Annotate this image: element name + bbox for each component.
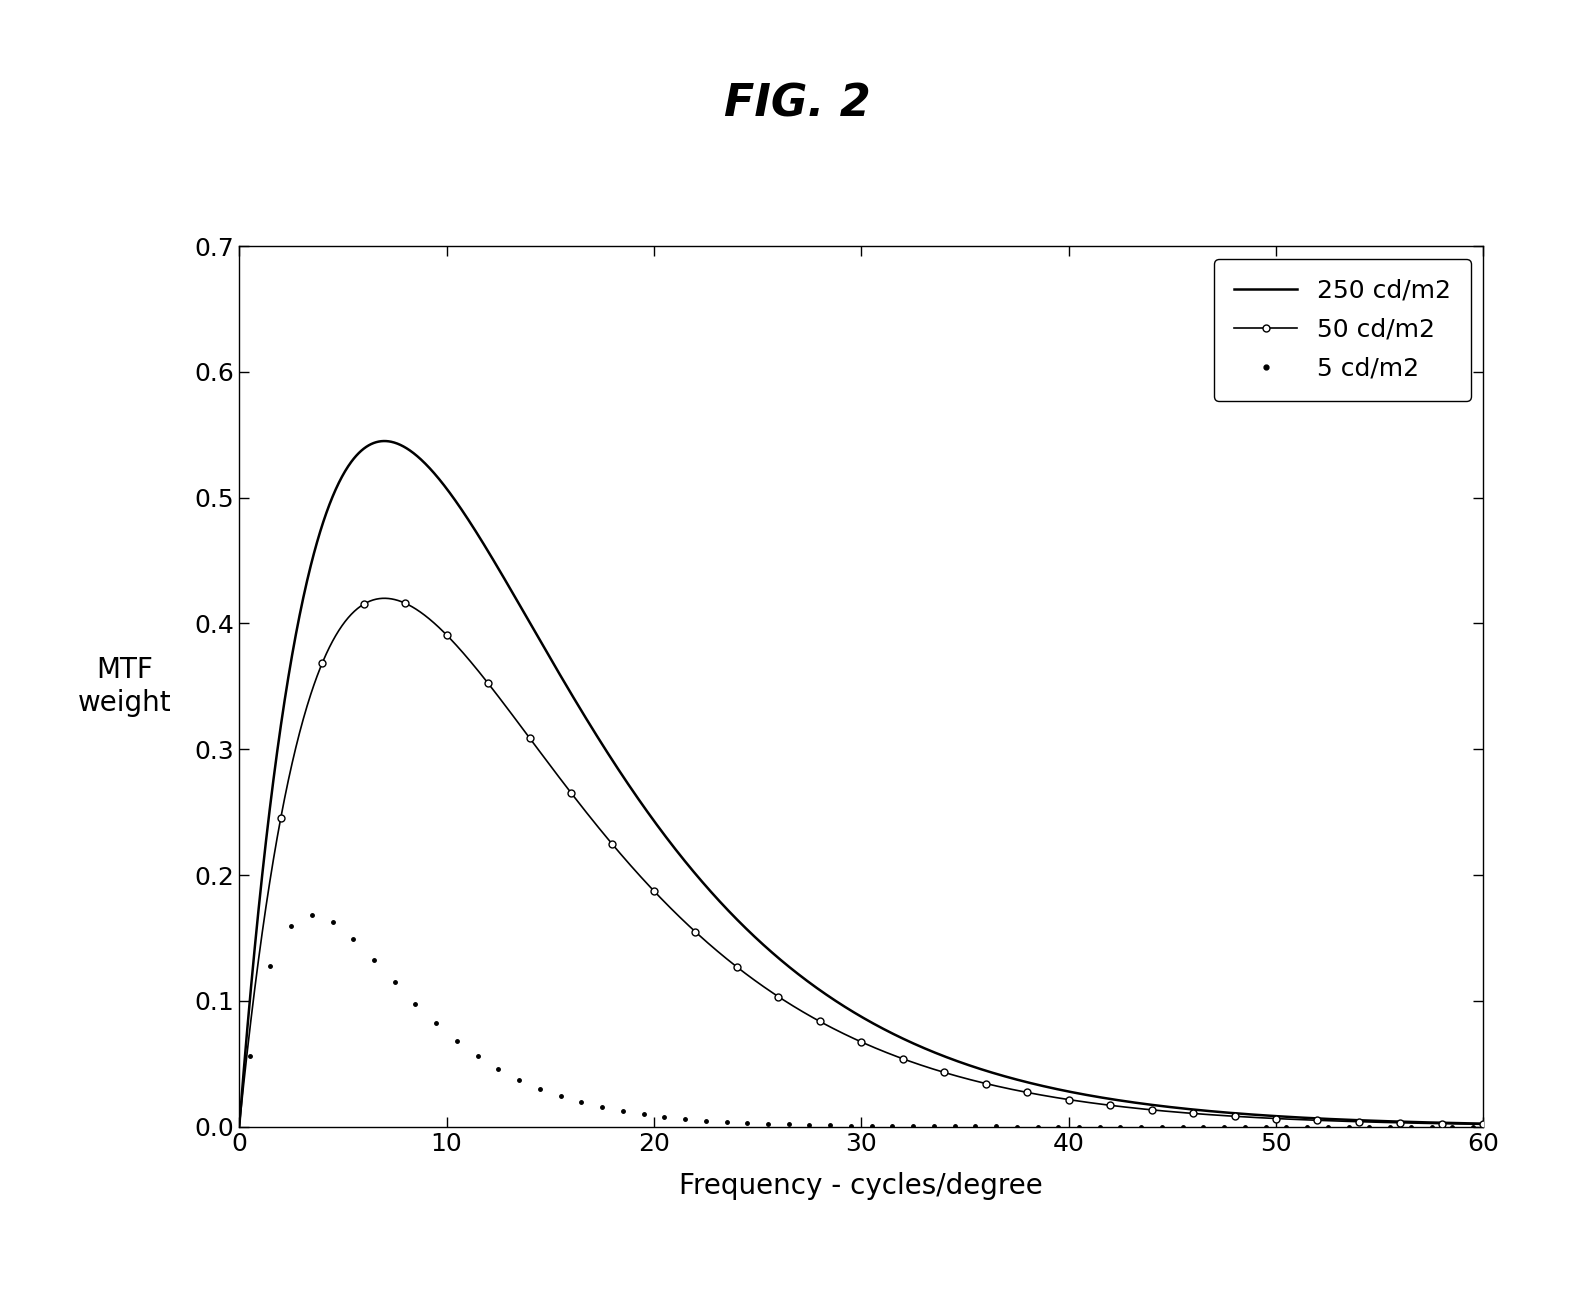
250 cd/m2 <box>1437 1115 1456 1131</box>
5 cd/m2 <box>1340 1119 1359 1134</box>
Line: 50 cd/m2: 50 cd/m2 <box>239 598 1483 1127</box>
50 cd/m2 <box>375 591 394 606</box>
250 cd/m2 <box>1474 1116 1493 1132</box>
Y-axis label: MTF
weight: MTF weight <box>78 657 172 716</box>
Legend: 250 cd/m2, 50 cd/m2, 5 cd/m2: 250 cd/m2, 50 cd/m2, 5 cd/m2 <box>1214 259 1471 400</box>
250 cd/m2 <box>375 434 394 449</box>
5 cd/m2 <box>241 1048 260 1063</box>
50 cd/m2 <box>802 1009 821 1024</box>
50 cd/m2 <box>1439 1116 1458 1132</box>
50 cd/m2 <box>1211 1107 1230 1123</box>
250 cd/m2 <box>1211 1105 1230 1120</box>
250 cd/m2 <box>293 593 313 609</box>
5 cd/m2 <box>552 1089 571 1105</box>
250 cd/m2 <box>836 998 855 1014</box>
250 cd/m2 <box>802 976 821 992</box>
5 cd/m2 <box>303 908 322 923</box>
50 cd/m2 <box>293 714 313 729</box>
50 cd/m2 <box>836 1027 855 1042</box>
5 cd/m2 <box>1485 1119 1504 1134</box>
250 cd/m2 <box>230 1119 249 1134</box>
250 cd/m2 <box>1439 1115 1458 1131</box>
Line: 5 cd/m2: 5 cd/m2 <box>246 912 1498 1131</box>
50 cd/m2 <box>230 1119 249 1134</box>
50 cd/m2 <box>1437 1116 1456 1132</box>
X-axis label: Frequency - cycles/degree: Frequency - cycles/degree <box>679 1172 1043 1200</box>
50 cd/m2 <box>1474 1116 1493 1132</box>
5 cd/m2 <box>925 1119 944 1134</box>
Line: 250 cd/m2: 250 cd/m2 <box>239 442 1483 1127</box>
5 cd/m2 <box>510 1072 530 1088</box>
Text: FIG. 2: FIG. 2 <box>724 82 871 126</box>
5 cd/m2 <box>697 1112 716 1128</box>
5 cd/m2 <box>1008 1119 1027 1134</box>
